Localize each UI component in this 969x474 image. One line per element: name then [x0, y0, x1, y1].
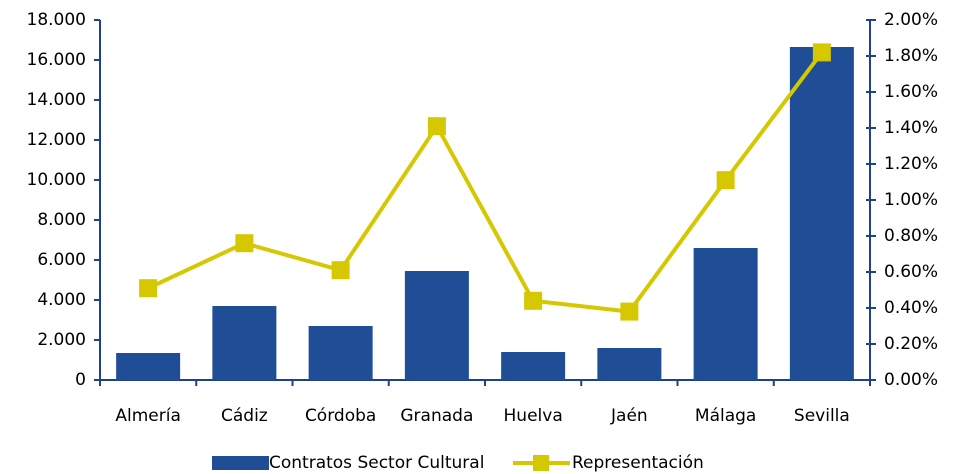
y-tick-label: 10.000 [27, 170, 86, 190]
marker [620, 302, 639, 321]
marker [139, 279, 158, 298]
x-tick-label: Huelva [504, 406, 563, 426]
x-tick-label: Córdoba [305, 406, 376, 426]
marker [812, 43, 831, 62]
y-tick-label: 16.000 [27, 50, 86, 70]
bar [693, 248, 758, 380]
x-tick-label: Cádiz [221, 406, 268, 426]
y2-tick-label: 0.80% [884, 226, 938, 246]
y2-tick-label: 2.00% [884, 10, 938, 30]
legend-label: Representación [572, 453, 704, 473]
bar [501, 352, 566, 380]
y2-tick-label: 0.60% [884, 262, 938, 282]
legend-swatch [212, 456, 269, 470]
y-tick-label: 4.000 [37, 290, 86, 310]
bar [212, 306, 277, 380]
bar [597, 348, 662, 380]
x-tick-label: Jaén [610, 406, 648, 426]
marker [235, 234, 254, 253]
x-tick-label: Granada [400, 406, 473, 426]
y-tick-label: 12.000 [27, 130, 86, 150]
y2-tick-label: 1.80% [884, 46, 938, 66]
y-tick-label: 8.000 [37, 210, 86, 230]
y-tick-label: 18.000 [27, 10, 86, 30]
bar [116, 353, 181, 380]
marker [524, 291, 543, 310]
y2-tick-label: 1.40% [884, 118, 938, 138]
legend-label: Contratos Sector Cultural [269, 453, 484, 473]
x-tick-label: Sevilla [794, 406, 850, 426]
y2-tick-label: 1.20% [884, 154, 938, 174]
bar [404, 271, 469, 380]
y2-tick-label: 0.00% [884, 370, 938, 390]
y-tick-label: 14.000 [27, 90, 86, 110]
x-tick-label: Almería [115, 406, 181, 426]
y-tick-label: 2.000 [37, 330, 86, 350]
y2-tick-label: 0.40% [884, 298, 938, 318]
y2-tick-label: 0.20% [884, 334, 938, 354]
marker [716, 171, 735, 190]
line [147, 51, 824, 314]
marker [331, 261, 350, 280]
marker [427, 117, 446, 136]
y2-tick-label: 1.60% [884, 82, 938, 102]
x-tick-label: Málaga [695, 406, 756, 426]
y-tick-label: 6.000 [37, 250, 86, 270]
legend-marker [533, 455, 549, 471]
y2-tick-label: 1.00% [884, 190, 938, 210]
bar [308, 326, 373, 380]
y-tick-label: 0 [75, 370, 86, 390]
bar [789, 47, 854, 380]
